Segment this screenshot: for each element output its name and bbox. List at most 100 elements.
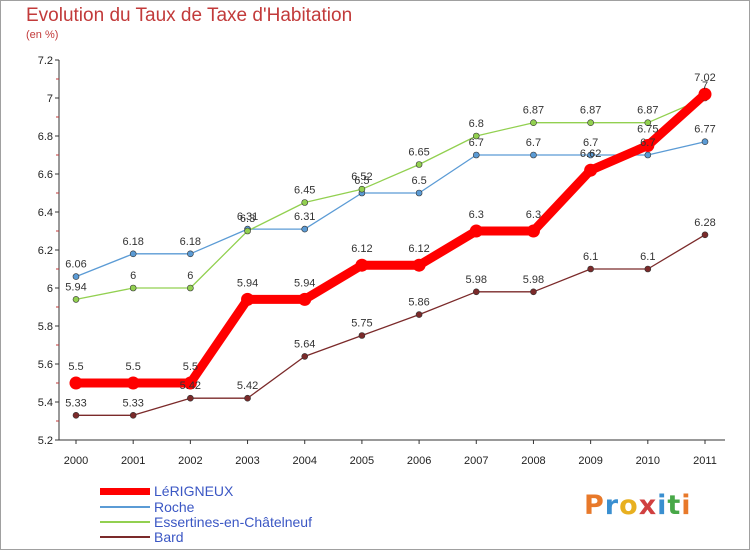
data-label: 6.18 — [180, 236, 201, 248]
x-tick-label: 2002 — [178, 455, 202, 467]
data-point — [244, 227, 251, 235]
x-tick-label: 2005 — [350, 455, 374, 467]
data-label: 6.65 — [408, 147, 429, 159]
data-label: 6.7 — [469, 137, 484, 149]
data-label: 6.3 — [240, 213, 255, 225]
data-label: 5.94 — [65, 281, 86, 293]
data-point — [129, 250, 137, 258]
data-label: 6.77 — [694, 124, 715, 136]
data-point — [301, 353, 309, 360]
data-point — [530, 151, 537, 159]
x-tick-label: 2000 — [64, 455, 88, 467]
data-point — [412, 258, 426, 272]
data-label: 5.33 — [122, 397, 143, 409]
series-line-essertines-en-ch-telneuf — [75, 97, 706, 301]
data-label: 7 — [702, 80, 708, 92]
data-point — [244, 394, 251, 402]
data-label: 6.62 — [580, 148, 601, 160]
data-point — [358, 332, 366, 339]
data-point — [644, 151, 652, 159]
data-label: 6.75 — [637, 124, 658, 136]
chart-data-labels: 6.066.18 6.186.31 6.316.5 6.56.7 6.7 6.7 6.76.… — [65, 72, 715, 409]
data-label: 6.87 — [637, 105, 658, 117]
data-label: 6.87 — [523, 105, 544, 117]
data-point — [355, 258, 369, 272]
data-label: 5.5 — [68, 361, 83, 373]
data-label: 6.31 — [294, 211, 315, 223]
data-point — [298, 292, 312, 306]
data-point — [241, 292, 255, 306]
data-label: 5.33 — [65, 397, 86, 409]
data-point — [472, 288, 480, 296]
data-label: 6.5 — [411, 175, 426, 187]
x-tick-label: 2001 — [121, 455, 145, 467]
data-point — [358, 185, 366, 193]
data-label: 5.42 — [237, 380, 258, 392]
data-point — [129, 411, 137, 419]
x-tick-label: 2010 — [636, 455, 660, 467]
x-tick-label: 2007 — [464, 455, 488, 467]
data-label: 5.5 — [126, 361, 141, 373]
data-label: 6.5 — [354, 175, 369, 187]
data-label: 7.02 — [694, 72, 715, 84]
data-label: 6.12 — [408, 243, 429, 255]
data-point — [472, 132, 480, 140]
data-point — [72, 296, 80, 303]
data-label: 6.7 — [583, 137, 598, 149]
data-label: 5.94 — [237, 277, 258, 289]
data-point — [72, 273, 80, 280]
y-tick-label: 6.8 — [38, 131, 53, 143]
data-point — [72, 411, 80, 419]
data-point — [587, 151, 594, 159]
series-line-l-rigneux — [71, 89, 710, 388]
data-point — [530, 288, 537, 296]
x-tick-label: 2008 — [521, 455, 545, 467]
y-tick-label: 6.4 — [38, 207, 53, 219]
data-label: 5.98 — [523, 274, 544, 286]
data-point — [644, 119, 652, 126]
legend-label-lerigneux: LéRIGNEUX — [154, 483, 234, 499]
data-label: 6.8 — [469, 118, 484, 130]
data-label: 5.86 — [408, 297, 429, 309]
x-tick-label: 2009 — [578, 455, 602, 467]
logo-letter: r — [604, 490, 620, 521]
chart-points — [69, 87, 712, 419]
data-label: 6.31 — [237, 211, 258, 223]
data-label: 6.7 — [640, 137, 655, 149]
y-tick-label: 5.8 — [38, 321, 53, 333]
x-tick-label: 2011 — [693, 455, 717, 467]
data-label: 5.75 — [351, 318, 372, 330]
y-tick-label: 5.2 — [38, 435, 53, 447]
x-tick-label: 2004 — [292, 455, 316, 467]
data-label: 6 — [187, 270, 193, 282]
data-point — [69, 376, 83, 390]
data-label: 5.42 — [180, 380, 201, 392]
data-point — [183, 376, 197, 390]
data-point — [187, 394, 194, 402]
data-label: 6.18 — [122, 236, 143, 248]
data-label: 5.94 — [294, 277, 315, 289]
series-line-bard — [75, 234, 706, 416]
data-point — [187, 284, 194, 292]
data-point — [129, 284, 137, 292]
legend-swatch-essertines — [100, 521, 150, 523]
y-tick-label: 6 — [47, 283, 53, 295]
data-point — [415, 189, 423, 197]
y-tick-label: 5.6 — [38, 359, 53, 371]
data-point — [472, 151, 480, 159]
data-point — [301, 225, 309, 233]
logo-letter: x — [638, 490, 658, 521]
data-point — [644, 265, 652, 273]
data-label: 6.06 — [65, 259, 86, 271]
y-tick-label: 5.4 — [38, 397, 53, 409]
data-point — [587, 265, 594, 273]
logo-letter: i — [681, 490, 692, 521]
data-point — [587, 119, 594, 126]
data-label: 6.45 — [294, 185, 315, 197]
data-point — [701, 231, 709, 239]
y-tick-label: 6.6 — [38, 169, 53, 181]
data-label: 6.12 — [351, 243, 372, 255]
y-tick-label: 7.2 — [38, 55, 53, 67]
